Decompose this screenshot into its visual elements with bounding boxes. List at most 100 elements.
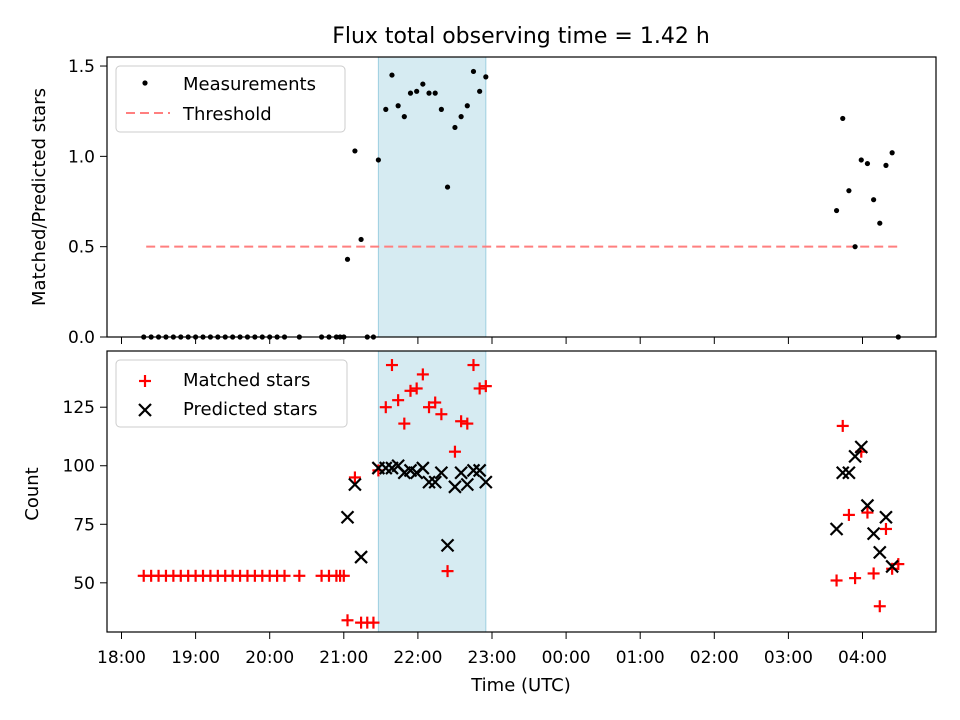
matched-star-point [423,401,436,414]
y-tick-label: 0.0 [68,328,95,348]
y-tick-label: 125 [63,398,95,418]
predicted-star-point [422,475,436,489]
legend-matched: Matched stars [183,370,310,391]
measurement-point [426,90,432,96]
matched-star-point [379,401,392,414]
predicted-star-point [354,550,368,564]
count-points [137,359,905,629]
predicted-star-point [379,461,393,475]
matched-star-point [830,574,843,587]
y-tick-label: 50 [73,574,95,594]
y-tick-label: 0.5 [68,238,95,258]
measurement-point [464,103,470,109]
top-legend: Measurements Threshold [115,65,346,133]
bottom-y-ticks: 50 75 100 125 [63,398,107,594]
measurement-point [840,115,846,122]
x-tick-label: 04:00 [838,648,887,668]
predicted-star-point [854,440,869,454]
matched-legend-marker [139,375,151,387]
predicted-star-point [842,465,856,480]
matched-star-point [367,616,380,629]
measurement-point [389,72,395,78]
matched-star-point [467,359,480,372]
predicted-star-point [348,477,362,492]
predicted-star-point [340,510,355,525]
predicted-star-point [440,538,455,553]
predicted-star-point [866,526,881,541]
top-x-ticks [121,337,863,344]
legend-measurements: Measurements [183,74,316,95]
top-y-axis-label: Matched/Predicted stars [29,88,50,306]
matched-star-point [385,359,398,372]
matched-star-point [348,471,361,484]
matched-star-point [873,600,886,613]
measurement-point [395,103,401,109]
predicted-star-point [466,463,481,478]
observing-interval-shade-bottom [377,350,487,633]
matched-star-point [448,445,461,458]
measurement-point [846,188,852,194]
matched-star-point [392,394,405,407]
matched-star-point [473,382,486,395]
measurement-point [883,162,889,168]
measurement-point [452,124,458,131]
matched-star-point [867,567,880,580]
bottom-x-ticks: 18:00 19:00 20:00 21:00 22:00 23:00 00:00 01:00… [97,632,887,668]
matched-star-point [455,415,468,428]
x-tick-label: 19:00 [171,648,220,668]
matched-star-point [293,569,306,582]
matched-star-point [435,408,448,421]
observing-interval-shade-top [377,56,487,338]
measurement-point [438,106,444,112]
predicted-star-point [428,475,442,489]
measurement-point [877,220,883,226]
measurement-point [344,256,351,262]
measurement-point [407,90,414,96]
measurement-point [833,207,840,214]
x-tick-label: 20:00 [245,648,294,668]
bottom-legend: Matched stars Predicted stars [115,359,348,428]
predicted-star-point [454,465,468,480]
predicted-star-point [472,463,487,478]
x-tick-label: 03:00 [764,648,813,668]
measurement-point [470,68,477,75]
predicted-star-point [460,477,475,492]
predicted-star-point [416,461,430,475]
measurement-point [432,90,438,96]
matched-star-point [278,569,291,582]
measurement-point [358,236,364,243]
matched-star-point [410,382,423,395]
matched-star-point [836,419,849,432]
predicted-star-point [885,559,899,574]
legend-predicted: Predicted stars [183,399,317,420]
bottom-y-axis-label: Count [22,467,43,520]
top-y-ticks: 0.0 0.5 1.0 1.5 [68,57,107,348]
matched-star-point [861,506,874,519]
measurement-point [852,244,858,250]
predicted-star-point [873,545,887,560]
matched-star-point [404,384,417,397]
matched-star-point [479,380,492,393]
measurement-point [444,184,451,190]
y-tick-label: 1.0 [68,147,95,167]
measurement-point [352,148,358,154]
x-tick-label: 18:00 [97,648,146,668]
chart-title: Flux total observing time = 1.42 h [332,24,710,49]
matched-star-point [849,572,862,585]
measurement-point [414,88,420,94]
measurement-point [483,74,489,80]
predicted-star-point [860,498,875,513]
x-tick-label: 01:00 [616,648,665,668]
x-axis-label: Time (UTC) [470,675,571,696]
matched-star-point [879,522,892,535]
measurement-point [477,88,483,94]
matched-star-point [341,614,354,627]
x-tick-label: 23:00 [468,648,517,668]
matched-star-point [842,508,855,521]
legend-threshold: Threshold [182,104,272,125]
matched-star-point [398,417,411,430]
measurement-point [864,160,871,167]
predicted-star-point [829,522,844,536]
y-tick-label: 100 [63,457,95,477]
matched-star-point [337,569,350,582]
